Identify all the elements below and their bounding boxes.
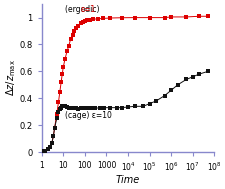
X-axis label: Time: Time — [115, 175, 140, 185]
Text: ε=1: ε=1 — [80, 5, 95, 14]
Y-axis label: $\Delta z/z_{\rm max}$: $\Delta z/z_{\rm max}$ — [4, 60, 18, 97]
Text: (ergodic): (ergodic) — [65, 5, 101, 14]
Text: (cage) ε=10: (cage) ε=10 — [65, 111, 111, 120]
